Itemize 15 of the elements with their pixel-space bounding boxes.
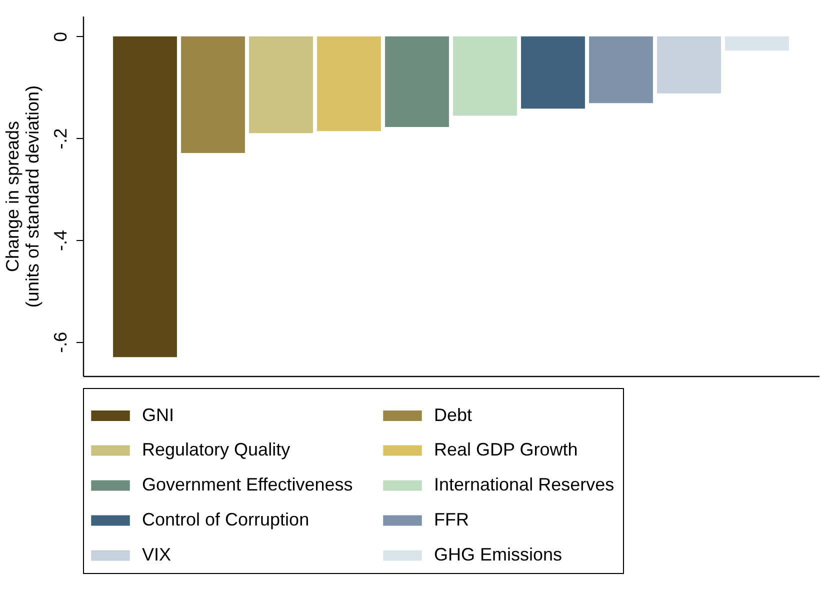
y-tick-label: 0 — [50, 32, 70, 42]
legend-label: Regulatory Quality — [142, 440, 290, 460]
legend-label: FFR — [434, 510, 469, 530]
legend-label: Debt — [434, 404, 472, 425]
legend-label: VIX — [142, 544, 172, 564]
legend-label: International Reserves — [434, 474, 614, 494]
legend-label: GNI — [142, 404, 174, 425]
legend-label: Government Effectiveness — [142, 474, 353, 494]
y-tick-label: -.4 — [50, 230, 70, 252]
legend-label: Control of Corruption — [142, 510, 310, 530]
legend-label: Real GDP Growth — [434, 440, 578, 460]
y-axis-title: Change in spreads (units of standard deviation) — [2, 85, 42, 308]
y-tick-label: -.2 — [50, 128, 70, 150]
y-tick-label: -.6 — [50, 332, 70, 353]
legend-label: GHG Emissions — [434, 544, 562, 564]
